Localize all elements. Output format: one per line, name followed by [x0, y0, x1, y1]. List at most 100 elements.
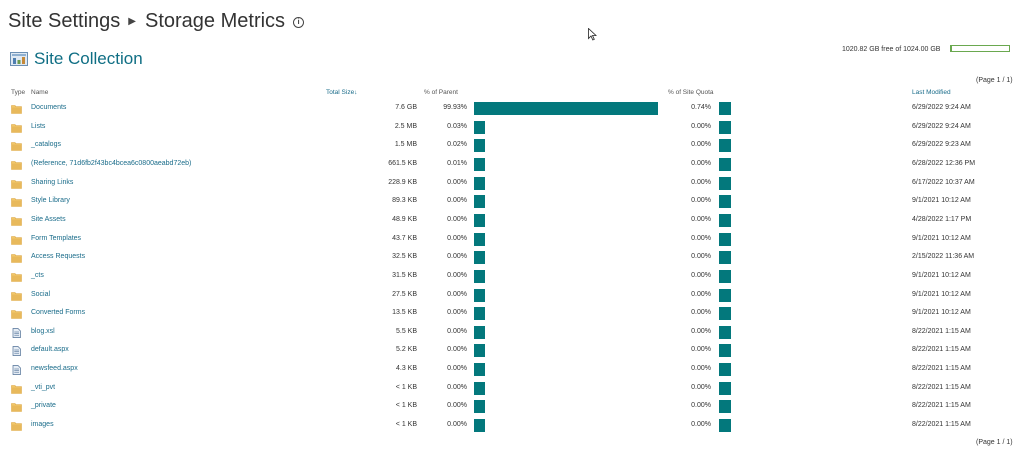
table-row: Social 27.5 KB 0.00% 0.00% 9/1/2021 10:12 AM — [0, 287, 1024, 305]
row-name-link[interactable]: Sharing Links — [31, 178, 74, 186]
table-row: _private < 1 KB 0.00% 0.00% 8/22/2021 1:15 A… — [0, 398, 1024, 416]
row-name-link[interactable]: Access Requests — [31, 253, 86, 261]
row-name-link[interactable]: Site Assets — [31, 215, 66, 223]
site-collection-title: Site Collection — [34, 49, 143, 68]
percent-quota-bar — [719, 325, 731, 339]
row-percent-quota: 0.00% — [691, 141, 711, 149]
row-percent-parent: 0.00% — [447, 215, 467, 223]
percent-quota-bar — [719, 232, 731, 246]
page-title: Storage Metrics — [145, 10, 286, 32]
row-last-modified: 6/28/2022 12:36 PM — [912, 159, 976, 167]
paging-bottom: (Page 1 / 1) — [976, 439, 1013, 446]
column-header-percent-parent: % of Parent — [424, 89, 458, 96]
row-percent-quota: 0.00% — [691, 383, 711, 391]
row-last-modified: 6/29/2022 9:23 AM — [912, 141, 971, 149]
breadcrumb-site-settings-link[interactable]: Site Settings — [8, 10, 121, 32]
row-percent-quota: 0.00% — [691, 402, 711, 410]
document-icon — [12, 346, 21, 357]
row-name-link[interactable]: newsfeed.aspx — [31, 365, 78, 373]
row-last-modified: 8/22/2021 1:15 AM — [912, 327, 971, 335]
row-total-size: 43.7 KB — [392, 234, 417, 242]
row-percent-quota: 0.00% — [691, 234, 711, 242]
row-percent-parent: 0.00% — [447, 197, 467, 205]
row-name-link[interactable]: _private — [31, 402, 56, 410]
row-name-link[interactable]: default.aspx — [31, 346, 69, 354]
row-name-link[interactable]: Converted Forms — [31, 309, 86, 317]
percent-quota-bar — [719, 400, 731, 414]
row-percent-parent: 0.00% — [447, 309, 467, 317]
row-percent-quota: 0.00% — [691, 309, 711, 317]
folder-icon — [11, 142, 22, 152]
row-percent-parent: 0.00% — [447, 178, 467, 186]
row-percent-quota: 0.00% — [691, 122, 711, 130]
table-row: _vti_pvt < 1 KB 0.00% 0.00% 8/22/2021 1:15 A… — [0, 380, 1024, 398]
folder-icon — [11, 105, 22, 114]
site-collection-heading: Site Collection — [10, 49, 143, 69]
info-icon[interactable]: i — [293, 17, 305, 28]
column-header-percent-quota: % of Site Quota — [668, 89, 714, 96]
row-name-link[interactable]: Social — [31, 290, 51, 298]
row-percent-quota: 0.00% — [691, 253, 711, 261]
row-percent-quota: 0.00% — [691, 290, 711, 298]
folder-icon — [11, 254, 22, 263]
row-percent-quota: 0.00% — [691, 197, 711, 205]
row-total-size: 89.3 KB — [392, 197, 417, 205]
row-percent-quota: 0.00% — [691, 365, 711, 373]
row-last-modified: 9/1/2021 10:12 AM — [912, 234, 971, 242]
percent-quota-bar — [719, 363, 731, 377]
folder-icon — [11, 161, 22, 170]
folder-icon — [11, 422, 22, 431]
column-header-total-size[interactable]: Total Size↓ — [326, 89, 358, 96]
percent-quota-bar — [719, 120, 731, 134]
column-header-name: Name — [31, 89, 49, 96]
row-total-size: 4.3 KB — [395, 365, 417, 373]
row-name-link[interactable]: _vti_pvt — [31, 383, 56, 391]
table-row: Style Library 89.3 KB 0.00% 0.00% 9/1/2021 1… — [0, 193, 1024, 211]
percent-quota-bar — [719, 288, 731, 302]
table-row: _catalogs 1.5 MB 0.02% 0.00% 6/29/2022 9:23 … — [0, 137, 1024, 155]
percent-quota-bar — [719, 195, 731, 209]
folder-icon — [11, 273, 22, 282]
mouse-cursor-icon — [588, 28, 597, 41]
row-name-link[interactable]: _cts — [31, 271, 44, 279]
row-name-link[interactable]: blog.xsl — [31, 327, 55, 335]
row-percent-quota: 0.00% — [691, 327, 711, 335]
row-percent-parent: 0.03% — [447, 122, 467, 130]
row-name-link[interactable]: Documents — [31, 104, 67, 111]
quota-bar-fill — [951, 46, 953, 51]
row-name-link[interactable]: (Reference, 71d6fb2f43bc4bcea6c0800aeabd… — [31, 159, 192, 167]
row-total-size: 31.5 KB — [392, 271, 417, 279]
row-percent-quota: 0.00% — [691, 271, 711, 279]
folder-icon — [11, 179, 22, 189]
row-total-size: 48.9 KB — [392, 215, 417, 223]
percent-parent-bar — [474, 139, 485, 153]
row-total-size: 5.5 KB — [395, 327, 417, 335]
row-percent-quota: 0.00% — [691, 215, 711, 223]
document-icon — [12, 327, 21, 338]
percent-parent-bar — [474, 120, 485, 134]
row-name-link[interactable]: Lists — [31, 122, 46, 130]
percent-quota-bar — [719, 157, 731, 171]
percent-parent-bar — [474, 381, 485, 395]
row-total-size: < 1 KB — [395, 402, 417, 410]
row-total-size: 13.5 KB — [392, 309, 417, 317]
row-total-size: 5.2 KB — [395, 346, 417, 354]
row-name-link[interactable]: Style Library — [31, 197, 70, 205]
table-row: default.aspx 5.2 KB 0.00% 0.00% 8/22/2021 1:… — [0, 342, 1024, 360]
folder-icon — [11, 310, 22, 319]
percent-parent-bar — [474, 251, 485, 265]
row-percent-parent: 0.00% — [447, 290, 467, 298]
percent-parent-bar — [474, 157, 485, 171]
table-row: Converted Forms 13.5 KB 0.00% 0.00% 9/1/2021… — [0, 305, 1024, 323]
row-last-modified: 6/17/2022 10:37 AM — [912, 178, 975, 186]
row-total-size: 661.5 KB — [388, 159, 417, 167]
row-name-link[interactable]: images — [31, 421, 54, 429]
column-header-last-modified[interactable]: Last Modified — [912, 89, 951, 96]
percent-quota-bar — [719, 269, 731, 283]
row-percent-parent: 0.00% — [447, 346, 467, 354]
percent-parent-bar — [474, 102, 658, 115]
row-name-link[interactable]: Form Templates — [31, 234, 82, 242]
row-name-link[interactable]: _catalogs — [31, 141, 61, 149]
row-last-modified: 8/22/2021 1:15 AM — [912, 402, 971, 410]
row-percent-parent: 99.93% — [443, 104, 467, 111]
